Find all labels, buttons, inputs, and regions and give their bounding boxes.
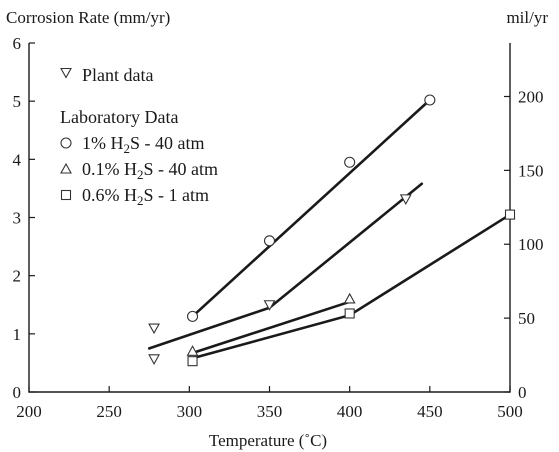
legend-lab-heading: Laboratory Data (60, 107, 178, 127)
y2-tick-label: 100 (518, 235, 544, 254)
data-point-inverted-triangle (263, 300, 276, 311)
x-tick-label: 300 (177, 402, 203, 421)
x-tick-label: 200 (16, 402, 42, 421)
y-tick-label: 6 (13, 34, 22, 53)
y-tick-label: 1 (13, 325, 22, 344)
y2-tick-label: 200 (518, 87, 544, 106)
x-tick-label: 450 (417, 402, 443, 421)
data-point-inverted-triangle (148, 323, 160, 335)
y2-axis-label: mil/yr (506, 8, 548, 27)
data-point-inverted-triangle (399, 194, 412, 206)
y-axis-label: Corrosion Rate (mm/yr) (6, 8, 170, 27)
x-tick-label: 500 (497, 402, 523, 421)
x-tick-label: 400 (337, 402, 363, 421)
legend-entry-3: 0.6% H2S - 1 atm (82, 185, 209, 208)
legend: Plant data Laboratory Data 1% H2S - 40 a… (60, 65, 218, 208)
y-tick-label: 3 (13, 209, 22, 228)
legend-triangle-icon (60, 162, 72, 174)
fit-line-circle (191, 98, 432, 318)
data-point-square (344, 308, 355, 319)
y-tick-label: 5 (13, 92, 22, 111)
legend-entry-2: 0.1% H2S - 40 atm (82, 159, 218, 182)
y-tick-label: 2 (13, 267, 22, 286)
y-tick-label: 0 (13, 383, 22, 402)
legend-circle-icon (60, 137, 72, 149)
x-axis-label: Temperature (˚C) (209, 431, 327, 450)
legend-square-icon (60, 189, 72, 201)
data-point-triangle (343, 292, 356, 304)
y2-tick-label: 0 (518, 383, 527, 402)
data-point-circle (424, 94, 436, 106)
markers-layer (148, 94, 516, 367)
x-tick-label: 350 (257, 402, 283, 421)
data-point-circle (186, 310, 199, 322)
plot-frame (28, 43, 511, 393)
data-point-circle (344, 156, 356, 168)
data-point-triangle (186, 345, 199, 356)
data-point-inverted-triangle (148, 354, 160, 365)
x-tick-label: 250 (96, 402, 122, 421)
legend-entry-1: 1% H2S - 40 atm (82, 133, 205, 156)
y2-tick-label: 150 (518, 161, 544, 180)
fit-line-triangle (191, 300, 352, 355)
data-point-square (187, 356, 198, 367)
legend-plant-label: Plant data (82, 65, 153, 85)
y2-tick-label: 50 (518, 309, 535, 328)
data-point-square (504, 209, 516, 220)
y-tick-label: 4 (13, 150, 22, 169)
data-point-circle (263, 235, 276, 247)
legend-inverted-triangle-icon (60, 67, 72, 79)
